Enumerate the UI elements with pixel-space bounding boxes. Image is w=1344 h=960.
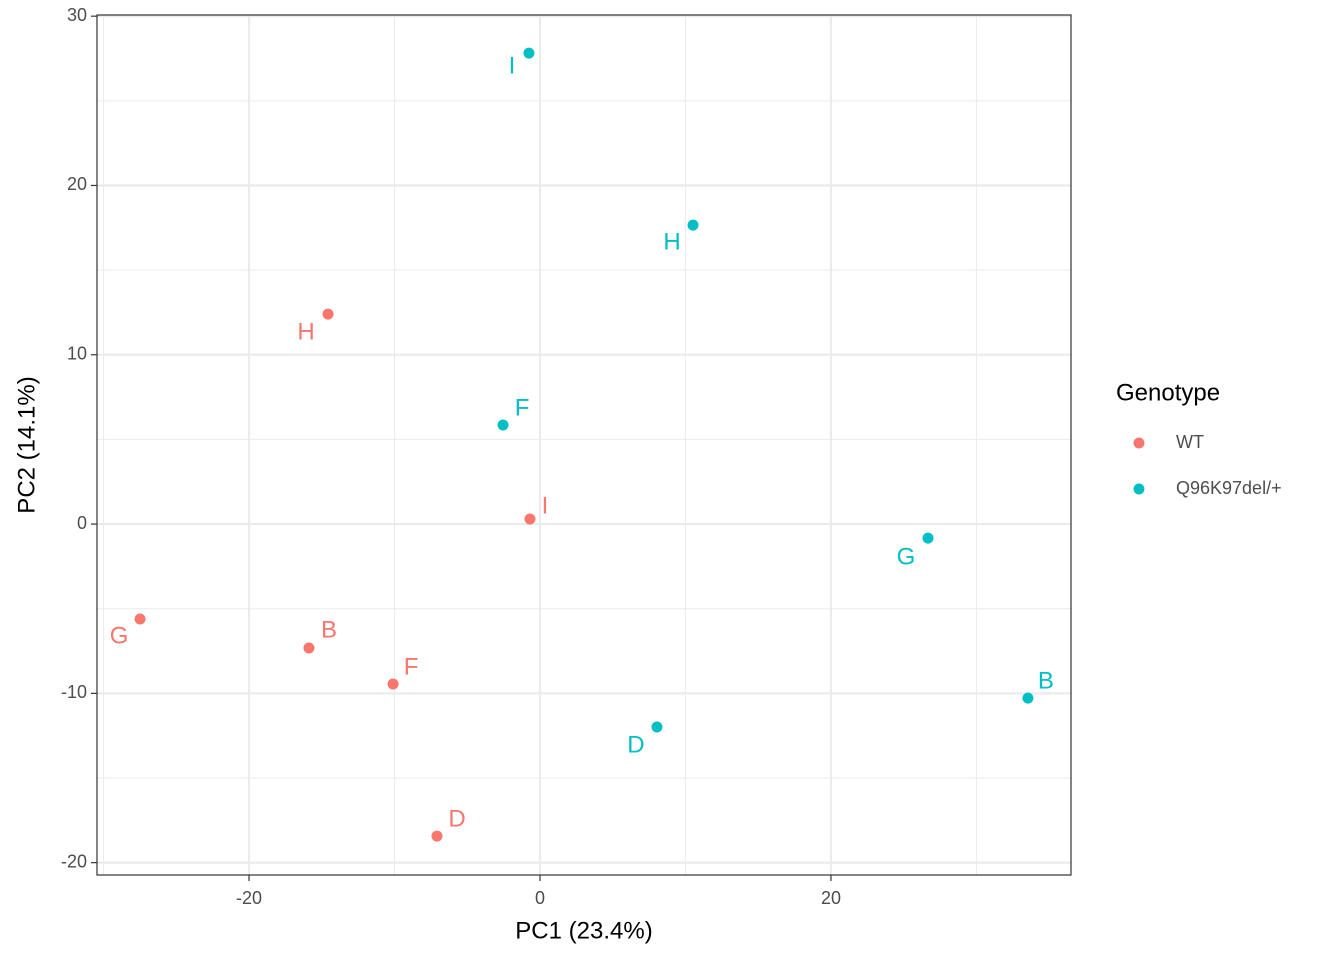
point-label: F: [515, 394, 530, 421]
point-label: H: [297, 318, 314, 345]
point: [431, 830, 443, 842]
x-axis-title: PC1 (23.4%): [515, 917, 652, 944]
legend-marker: [1133, 437, 1145, 449]
point-label: D: [448, 805, 465, 832]
point-label: G: [110, 622, 129, 649]
point: [303, 642, 315, 654]
point: [523, 47, 535, 59]
y-tick-label: -10: [61, 682, 87, 702]
panel-border: [96, 14, 1072, 876]
point: [922, 532, 934, 544]
point: [1022, 692, 1034, 704]
point-label: I: [542, 492, 549, 519]
point: [687, 219, 699, 231]
point: [322, 308, 334, 320]
legend-title: Genotype: [1116, 379, 1220, 406]
legend-label: WT: [1176, 432, 1204, 452]
point-label: F: [404, 653, 419, 680]
y-tick-label: 30: [67, 5, 87, 25]
legend-label: Q96K97del/+: [1176, 478, 1282, 498]
legend-marker: [1133, 483, 1145, 495]
point: [134, 613, 146, 625]
point-label: B: [321, 616, 337, 643]
point-label: G: [897, 543, 916, 570]
y-axis-title: PC2 (14.1%): [13, 376, 40, 513]
point: [651, 721, 663, 733]
x-tick-label: -20: [236, 888, 262, 908]
x-tick-label: 20: [821, 888, 841, 908]
y-tick-label: 20: [67, 174, 87, 194]
point: [497, 419, 509, 431]
point-label: B: [1038, 667, 1054, 694]
point: [387, 678, 399, 690]
x-tick-label: 0: [535, 888, 545, 908]
point-label: H: [663, 228, 680, 255]
point-label: D: [627, 731, 644, 758]
y-tick-label: 0: [77, 513, 87, 533]
y-tick-label: -20: [61, 851, 87, 871]
point: [524, 513, 536, 525]
y-tick-label: 10: [67, 344, 87, 364]
point-label: I: [509, 52, 516, 79]
